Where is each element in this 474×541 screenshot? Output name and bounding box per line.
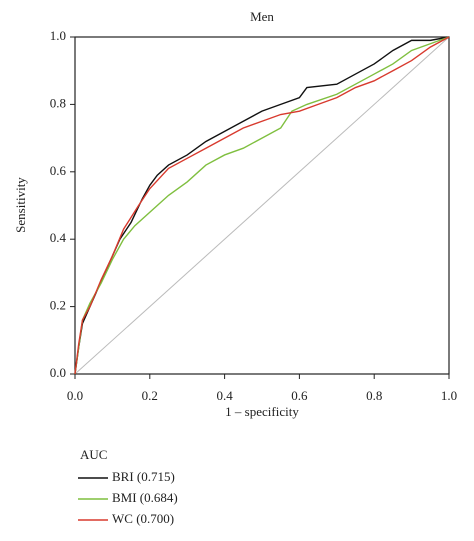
legend-title: AUC bbox=[80, 447, 107, 462]
x-tick-label: 0.2 bbox=[142, 388, 158, 403]
legend-label: BMI (0.684) bbox=[112, 490, 178, 505]
x-tick-label: 0.6 bbox=[291, 388, 308, 403]
x-tick-label: 0.0 bbox=[67, 388, 83, 403]
roc-curve bbox=[74, 36, 450, 375]
y-tick-label: 0.0 bbox=[50, 365, 66, 380]
legend-label: WC (0.700) bbox=[112, 511, 174, 526]
roc-curve bbox=[74, 36, 450, 375]
y-tick-label: 0.8 bbox=[50, 95, 66, 110]
y-axis-label: Sensitivity bbox=[13, 177, 28, 233]
x-tick-label: 0.4 bbox=[216, 388, 233, 403]
legend-label: BRI (0.715) bbox=[112, 469, 175, 484]
reference-diagonal bbox=[74, 36, 450, 375]
y-tick-label: 0.4 bbox=[50, 230, 67, 245]
plot-frame bbox=[74, 36, 450, 375]
x-tick-label: 0.8 bbox=[366, 388, 382, 403]
x-axis-label: 1 – specificity bbox=[225, 404, 299, 419]
y-tick-label: 0.2 bbox=[50, 298, 66, 313]
y-tick-label: 1.0 bbox=[50, 28, 66, 43]
y-tick-label: 0.6 bbox=[50, 163, 67, 178]
x-tick-label: 1.0 bbox=[441, 388, 457, 403]
chart-title: Men bbox=[250, 9, 274, 24]
